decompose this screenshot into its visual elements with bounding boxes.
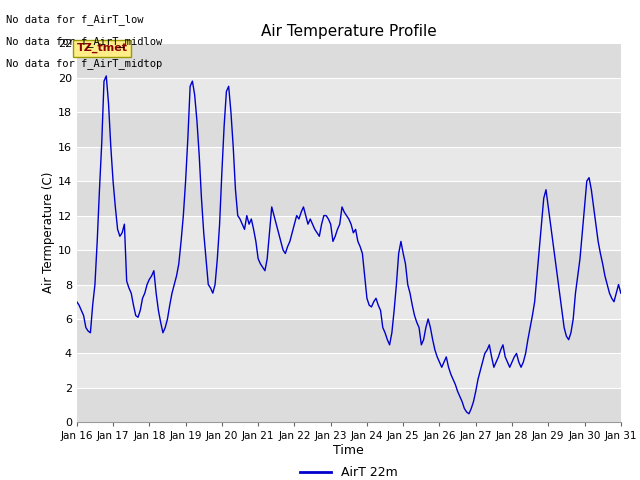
Title: Air Temperature Profile: Air Temperature Profile <box>261 24 436 39</box>
Text: TZ_tmet: TZ_tmet <box>77 43 128 53</box>
Bar <box>77 112 621 146</box>
Bar <box>77 146 621 181</box>
Text: No data for f_AirT_midtop: No data for f_AirT_midtop <box>6 58 163 69</box>
Bar <box>77 216 621 250</box>
Bar <box>77 353 621 388</box>
Bar <box>77 181 621 216</box>
Bar <box>77 388 621 422</box>
Bar <box>77 250 621 285</box>
Bar <box>77 285 621 319</box>
Bar <box>77 78 621 112</box>
Bar <box>77 319 621 353</box>
Bar <box>77 43 621 78</box>
Y-axis label: Air Termperature (C): Air Termperature (C) <box>42 172 55 293</box>
Legend: AirT 22m: AirT 22m <box>295 461 403 480</box>
Text: No data for f_AirT_low: No data for f_AirT_low <box>6 14 144 25</box>
Text: No data for f_AirT_midlow: No data for f_AirT_midlow <box>6 36 163 47</box>
X-axis label: Time: Time <box>333 444 364 457</box>
